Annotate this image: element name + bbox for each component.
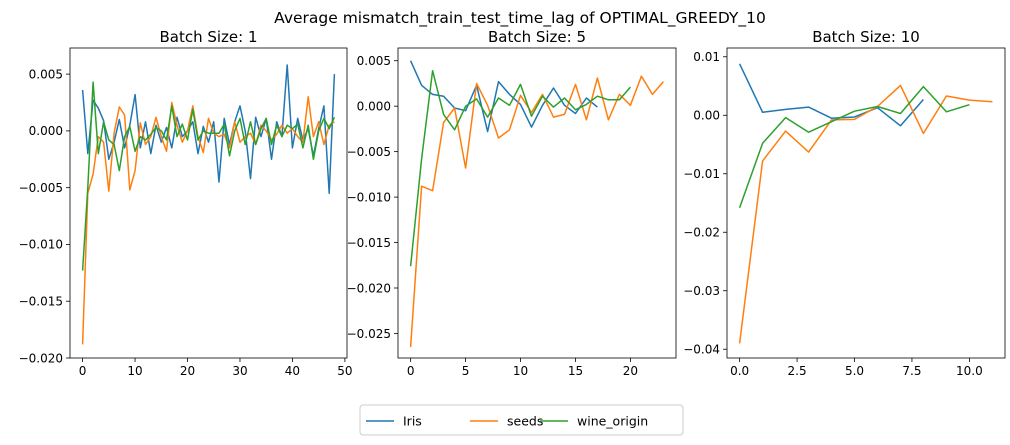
legend: Iris seeds wine_origin <box>359 404 684 436</box>
subplot-title: Batch Size: 10 <box>812 28 920 46</box>
y-tick-label: 0.005 <box>29 67 63 81</box>
y-tick-label: −0.005 <box>19 181 63 195</box>
x-tick-label: 10.0 <box>956 364 983 378</box>
plot-area <box>81 64 336 345</box>
series-line-wine-origin <box>409 69 631 267</box>
axes-frame <box>726 47 1006 359</box>
x-tick-label: 20 <box>180 364 195 378</box>
y-tick-label: −0.015 <box>347 236 391 250</box>
x-tick-label: 0 <box>407 364 415 378</box>
y-tick-label: 0.000 <box>29 124 63 138</box>
axes-frame <box>397 47 677 359</box>
series-line-iris <box>738 63 924 127</box>
x-tick-label: 15 <box>568 364 583 378</box>
legend-entry-seeds: seeds <box>470 414 543 429</box>
legend-label: Iris <box>403 414 422 429</box>
subplot-title: Batch Size: 1 <box>159 28 257 46</box>
y-tick-label: −0.025 <box>347 327 391 341</box>
legend-entry-iris: Iris <box>366 414 422 429</box>
subplot-title: Batch Size: 5 <box>488 28 586 46</box>
legend-label: wine_origin <box>577 414 648 429</box>
y-tick-label: −0.020 <box>347 281 391 295</box>
x-tick-label: 40 <box>285 364 300 378</box>
subplot-3: Batch Size: 10 0.0 2.5 5.0 7.5 10.0 −0.04 −0.03… <box>683 28 1006 378</box>
y-tick-label: −0.02 <box>683 226 720 240</box>
x-tick-label: 10 <box>127 364 142 378</box>
x-tick-label: 0 <box>79 364 87 378</box>
legend-label: seeds <box>507 414 543 429</box>
series-line-wine-origin <box>738 85 970 208</box>
y-tick-label: −0.005 <box>347 145 391 159</box>
series-line-seeds <box>409 75 664 348</box>
x-tick-label: 30 <box>232 364 247 378</box>
y-tick-label: −0.03 <box>683 284 720 298</box>
series-line-seeds <box>738 84 993 344</box>
x-tick-label: 7.5 <box>902 364 921 378</box>
series-line-iris <box>81 64 336 195</box>
plot-area <box>738 63 993 344</box>
y-tick-label: −0.010 <box>19 238 63 252</box>
series-line-wine-origin <box>81 81 336 271</box>
axes-frame <box>69 47 348 359</box>
subplot-1: Batch Size: 1 0 10 20 30 40 50 −0.020 −0.015 −0.0… <box>19 28 353 378</box>
series-line-iris <box>409 60 598 133</box>
plot-area <box>409 60 664 348</box>
x-tick-label: 20 <box>623 364 638 378</box>
y-tick-label: 0.000 <box>357 99 391 113</box>
x-tick-label: 10 <box>513 364 528 378</box>
y-tick-label: −0.04 <box>683 343 720 357</box>
y-tick-label: 0.00 <box>693 109 720 123</box>
legend-entry-wine-origin: wine_origin <box>540 414 648 429</box>
legend-frame <box>359 404 684 436</box>
x-tick-label: 0.0 <box>730 364 749 378</box>
y-tick-label: 0.005 <box>357 54 391 68</box>
figure-suptitle: Average mismatch_train_test_time_lag of … <box>274 9 766 28</box>
x-tick-label: 2.5 <box>788 364 807 378</box>
x-tick-label: 5 <box>462 364 470 378</box>
y-tick-label: 0.01 <box>693 50 720 64</box>
x-tick-label: 5.0 <box>845 364 864 378</box>
y-tick-label: −0.010 <box>347 190 391 204</box>
y-tick-label: −0.01 <box>683 167 720 181</box>
y-tick-label: −0.020 <box>19 351 63 365</box>
subplot-2: Batch Size: 5 0 5 10 15 20 −0.025 −0.020 −0.015 −… <box>347 28 677 378</box>
x-tick-label: 50 <box>337 364 352 378</box>
y-tick-label: −0.015 <box>19 295 63 309</box>
